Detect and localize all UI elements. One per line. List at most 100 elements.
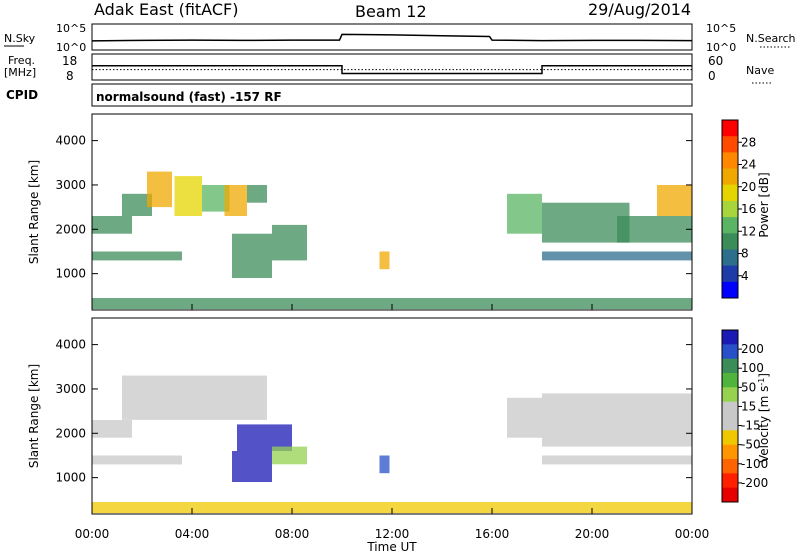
echo-patch bbox=[92, 251, 182, 261]
colorbar-segment bbox=[722, 387, 738, 403]
velocity-colorbar: 200 100 50 15 -15 -50 -100 -200 bbox=[721, 329, 768, 503]
colorbar-tick-label: 8 bbox=[741, 247, 749, 261]
echo-patch bbox=[617, 216, 692, 243]
echo-patch bbox=[507, 193, 542, 234]
echo-patch bbox=[122, 375, 267, 420]
colorbar-segment bbox=[722, 184, 738, 202]
beam-title: Beam 12 bbox=[355, 2, 427, 21]
ytick-label: 2000 bbox=[55, 222, 86, 236]
ytick-label: 4000 bbox=[55, 134, 86, 148]
echo-patch bbox=[542, 455, 692, 465]
noise-tick-left-high: 10^5 bbox=[56, 22, 86, 35]
velocity-panel: 1000 2000 3000 4000 00:00 04:00 08:00 12:00 16:… bbox=[55, 304, 709, 541]
power-colorbar-title: Power [dB] bbox=[757, 172, 771, 237]
colorbar-tick-label: 20 bbox=[741, 180, 756, 194]
freq-tick-low: 8 bbox=[66, 69, 74, 83]
ytick-label: 3000 bbox=[55, 382, 86, 396]
colorbar-tick-label: -100 bbox=[741, 457, 768, 471]
echo-patch bbox=[507, 397, 542, 438]
colorbar-segment bbox=[722, 168, 738, 186]
colorbar-tick-label: 200 bbox=[741, 342, 764, 356]
nave-label: Nave bbox=[746, 64, 774, 77]
nave-tick-high: 60 bbox=[708, 54, 723, 68]
noise-tick-right-high: 10^5 bbox=[706, 22, 736, 35]
nave-tick-low: 0 bbox=[708, 69, 716, 83]
colorbar-segment bbox=[722, 444, 738, 460]
colorbar-segment bbox=[722, 249, 738, 267]
cpid-text: normalsound (fast) -157 RF bbox=[96, 90, 282, 104]
echo-patch bbox=[174, 176, 202, 216]
freq-tick-high: 18 bbox=[62, 54, 77, 68]
date-title: 29/Aug/2014 bbox=[588, 0, 691, 19]
freq-trace bbox=[92, 64, 692, 75]
colorbar-tick-label: 24 bbox=[741, 158, 756, 172]
colorbar-segment bbox=[722, 344, 738, 360]
velocity-colorbar-title: Velocity [m s-1] bbox=[757, 373, 771, 463]
colorbar-segment bbox=[722, 281, 738, 299]
xtick-label: 04:00 bbox=[175, 527, 210, 541]
echo-patch bbox=[92, 298, 692, 310]
echo-patch bbox=[247, 185, 267, 203]
echo-patch bbox=[122, 193, 152, 216]
echo-patch bbox=[272, 446, 307, 465]
echo-patch bbox=[147, 171, 172, 208]
colorbar-tick-label: -200 bbox=[741, 476, 768, 490]
colorbar-segment bbox=[722, 430, 738, 446]
colorbar-segment bbox=[722, 487, 738, 503]
xtick-label: 00:00 bbox=[675, 527, 710, 541]
echo-patch bbox=[92, 455, 182, 465]
noise-panel-frame bbox=[91, 23, 693, 51]
colorbar-tick-label: -15 bbox=[741, 419, 761, 433]
freq-unit: [MHz] bbox=[4, 66, 36, 79]
power-yaxis-title: Slant Range [km] bbox=[27, 160, 41, 264]
xtick-label: 16:00 bbox=[475, 527, 510, 541]
nsearch-label: N.Search bbox=[746, 32, 796, 45]
power-colorbar: 28 24 20 16 12 8 4 bbox=[721, 119, 756, 299]
echo-patch bbox=[92, 420, 132, 438]
echo-patch bbox=[224, 185, 247, 216]
colorbar-segment bbox=[722, 373, 738, 388]
xtick-label: 00:00 bbox=[75, 527, 110, 541]
colorbar-tick-label: 28 bbox=[741, 135, 756, 149]
colorbar-segment bbox=[722, 217, 738, 234]
cpid-panel-frame bbox=[91, 83, 693, 107]
colorbar-frame bbox=[721, 329, 739, 503]
freq-panel-frame bbox=[91, 53, 693, 81]
colorbar-tick-label: -50 bbox=[741, 438, 761, 452]
echo-patch bbox=[232, 451, 272, 482]
colorbar-segment bbox=[722, 152, 738, 170]
colorbar-segment bbox=[722, 459, 738, 474]
xtick-label: 12:00 bbox=[375, 527, 410, 541]
echo-patch bbox=[272, 224, 307, 261]
cpid-label: CPID bbox=[6, 88, 38, 102]
freq-line bbox=[92, 64, 692, 75]
colorbar-tick-label: 12 bbox=[741, 224, 756, 238]
colorbar-tick-label: 50 bbox=[741, 380, 756, 394]
colorbar-tick-label: 4 bbox=[741, 269, 749, 283]
nsky-label: N.Sky bbox=[4, 32, 36, 45]
noise-tick-left-low: 10^0 bbox=[56, 41, 86, 54]
colorbar-segment bbox=[722, 330, 738, 345]
noise-tick-right-low: 10^0 bbox=[706, 41, 736, 54]
xtick-label: 08:00 bbox=[275, 527, 310, 541]
ytick-label: 1000 bbox=[55, 267, 86, 281]
echo-patch bbox=[657, 185, 692, 216]
colorbar-segment bbox=[722, 401, 738, 417]
nsky-trace bbox=[91, 33, 693, 42]
echo-patch bbox=[237, 424, 292, 451]
power-panel: 1000 2000 3000 4000 bbox=[55, 113, 693, 311]
echo-patch bbox=[542, 393, 692, 447]
echo-patch bbox=[379, 455, 390, 474]
nsky-line bbox=[91, 33, 693, 42]
colorbar-segment bbox=[722, 358, 738, 374]
echo-patch bbox=[92, 502, 692, 514]
echo-patch bbox=[542, 251, 692, 261]
echo-patch bbox=[379, 251, 390, 270]
colorbar-segment bbox=[722, 233, 738, 250]
ytick-label: 2000 bbox=[55, 426, 86, 440]
echo-patch bbox=[542, 202, 630, 243]
colorbar-tick-label: 100 bbox=[741, 361, 764, 375]
colorbar-tick-label: 16 bbox=[741, 202, 756, 216]
velocity-yaxis-title: Slant Range [km] bbox=[27, 364, 41, 468]
colorbar-segment bbox=[722, 136, 738, 153]
